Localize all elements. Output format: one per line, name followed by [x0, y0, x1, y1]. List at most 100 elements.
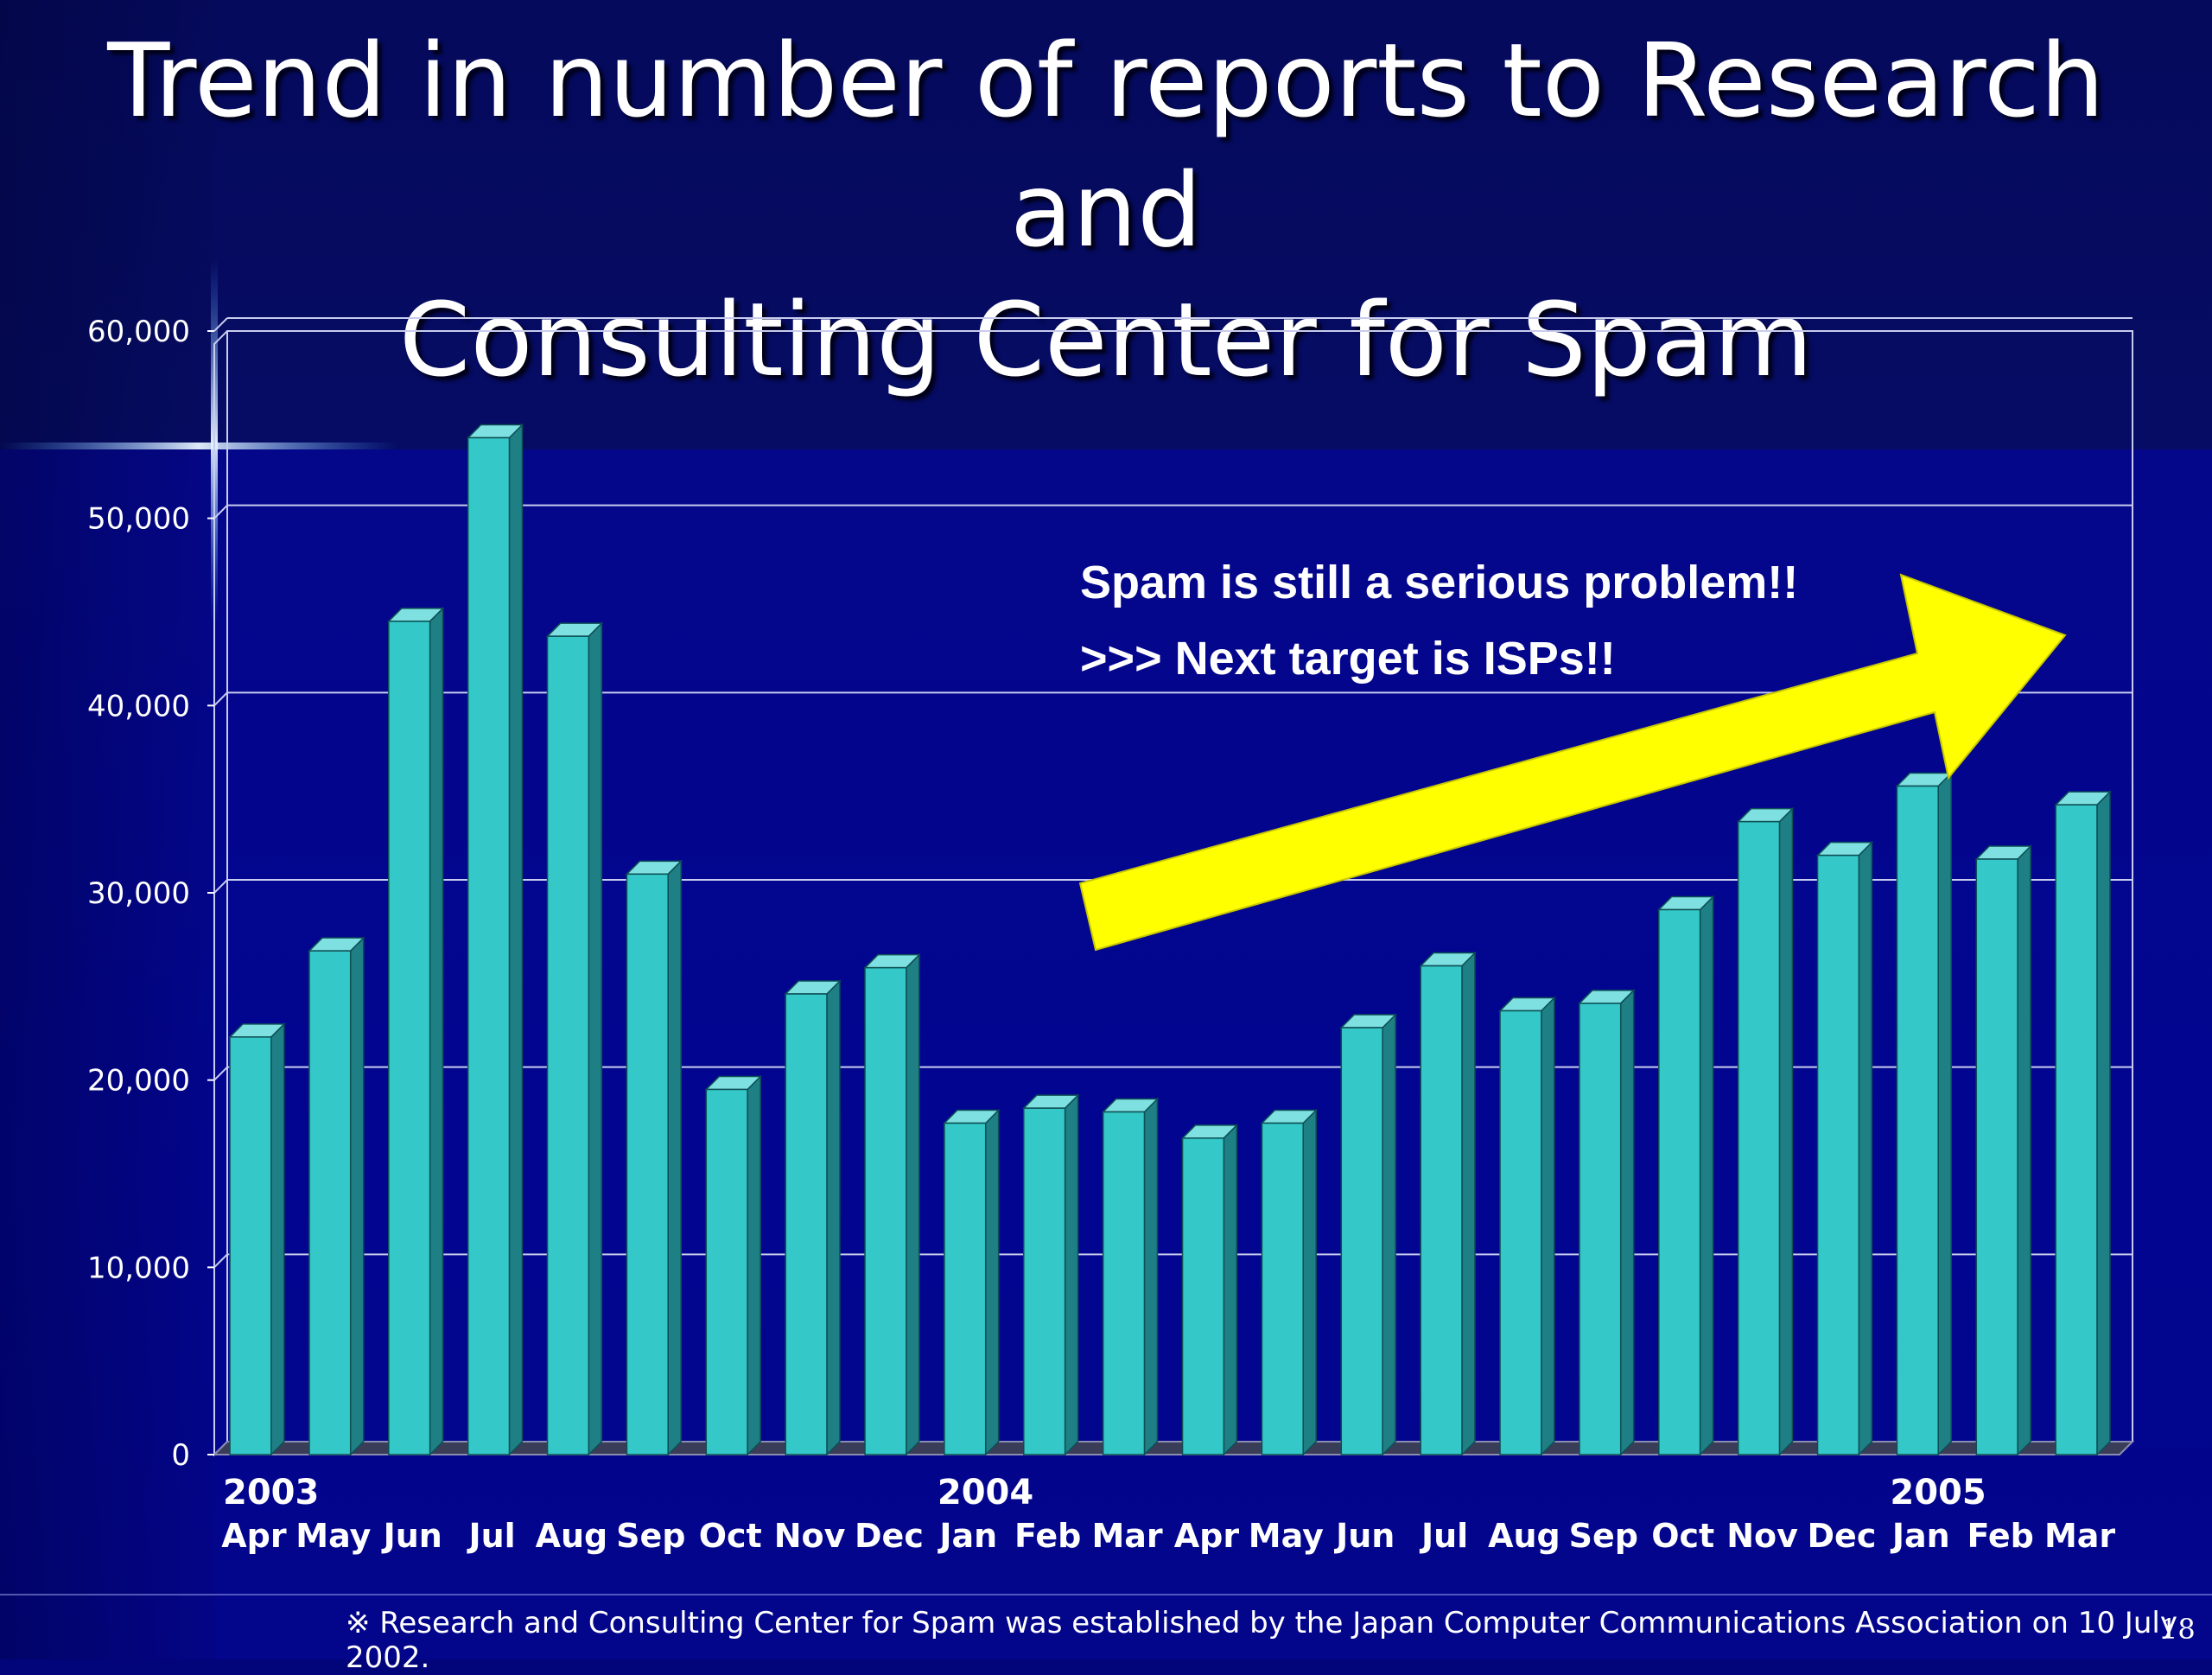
bar: [1021, 1093, 1080, 1456]
year-label: 2004: [938, 1473, 1033, 1513]
bar-front: [467, 436, 511, 1455]
y-tick-label: 60,000: [87, 315, 190, 349]
bar: [1815, 840, 1874, 1456]
x-tick-label: Jun: [1333, 1517, 1395, 1555]
title-line-2: Consulting Center for Spam: [398, 280, 1814, 399]
bar-side: [906, 952, 920, 1456]
x-tick-label: Aug: [536, 1517, 608, 1555]
bar-front: [864, 966, 907, 1455]
bar-front: [229, 1036, 272, 1455]
footer-divider: [0, 1594, 2212, 1595]
bar-front: [1975, 858, 2018, 1455]
bar: [1419, 951, 1477, 1456]
x-tick-label: Oct: [699, 1517, 762, 1555]
lens-flare-decoration: [0, 259, 397, 622]
year-label: 2003: [223, 1473, 319, 1513]
y-tick-label: 0: [171, 1438, 190, 1473]
x-tick-label: Dec: [1808, 1517, 1877, 1555]
trend-arrow-shape: [1078, 573, 2067, 952]
bar-front: [1737, 820, 1781, 1455]
bar-side: [349, 936, 365, 1456]
plot-floor: [212, 1441, 2135, 1455]
bar-front: [1579, 1003, 1622, 1455]
bar: [1339, 1013, 1397, 1456]
y-tick-label: 10,000: [87, 1251, 190, 1285]
bar-side: [270, 1022, 285, 1456]
bar: [1974, 844, 2032, 1456]
callout-line-2: >>> Next target is ISPs!!: [1080, 633, 1616, 685]
bar-front: [1499, 1009, 1542, 1455]
bar-side: [667, 859, 682, 1456]
bar: [1180, 1124, 1239, 1456]
bar-front: [1181, 1137, 1225, 1455]
y-axis-tick-labels: 0 10,000 20,000 30,000 40,000 50,000 60,000: [87, 315, 190, 1473]
bar-side: [588, 621, 603, 1456]
bar-front: [1896, 785, 1939, 1455]
callout-text: Spam is still a serious problem!! >>> Ne…: [1080, 545, 1798, 697]
bar: [545, 621, 604, 1456]
bar: [2054, 790, 2112, 1456]
x-tick-label: Mar: [1091, 1517, 1162, 1555]
x-tick-label: May: [1249, 1517, 1324, 1555]
x-tick-label: Jan: [937, 1517, 997, 1555]
bar-side: [747, 1074, 761, 1456]
plot-frame: [212, 330, 2135, 1457]
slide-title: Trend in number of reports to Research a…: [0, 16, 2212, 404]
left-band-decoration: [0, 0, 214, 1659]
bar: [784, 979, 842, 1456]
bar: [466, 423, 524, 1456]
bar-front: [1261, 1122, 1304, 1455]
callout-line-1: Spam is still a serious problem!!: [1080, 557, 1799, 608]
bar-side: [1858, 840, 1873, 1456]
x-tick-label: Apr: [1174, 1517, 1240, 1555]
bar: [1578, 989, 1636, 1456]
bar: [1260, 1108, 1319, 1456]
x-tick-label: Jun: [381, 1517, 442, 1555]
bar: [943, 1108, 1001, 1456]
x-tick-label: May: [296, 1517, 371, 1555]
gridline-side: [213, 691, 228, 707]
bar-side: [1302, 1108, 1317, 1456]
title-line-1: Trend in number of reports to Research a…: [107, 21, 2105, 270]
bar-front: [785, 993, 828, 1455]
bar: [1736, 806, 1795, 1456]
gridline-side: [213, 504, 228, 519]
bar-side: [1382, 1013, 1396, 1456]
x-tick-label: Oct: [1651, 1517, 1714, 1555]
bar-front: [944, 1122, 987, 1455]
bar-side: [984, 1108, 1000, 1456]
gridline-side: [213, 1066, 228, 1081]
bar-side: [1541, 996, 1555, 1456]
trend-arrow: [1078, 573, 2067, 952]
x-tick-label: Nov: [1726, 1517, 1798, 1555]
x-tick-label: Jan: [1890, 1517, 1950, 1555]
bar-front: [1102, 1111, 1146, 1455]
bar-front: [546, 635, 590, 1455]
bar-front: [1420, 965, 1463, 1455]
y-tick-label: 20,000: [87, 1064, 190, 1099]
bar: [704, 1074, 762, 1456]
bar-front: [626, 873, 669, 1455]
bar: [386, 607, 445, 1456]
x-axis-month-labels: Apr May Jun Jul Aug Sep Oct Nov Dec Jan Feb Mar Apr M…: [221, 1517, 2115, 1555]
bars: [228, 423, 2112, 1456]
x-tick-label: Dec: [855, 1517, 924, 1555]
bar: [1656, 895, 1715, 1456]
x-axis-year-labels: 2003 2004 2005: [223, 1473, 1986, 1513]
bar: [625, 859, 683, 1456]
bar-front: [1658, 908, 1701, 1455]
x-tick-label: Feb: [1967, 1517, 2033, 1555]
bar-side: [1143, 1097, 1159, 1456]
footnote: ※ Research and Consulting Center for Spa…: [346, 1606, 2177, 1675]
bar: [863, 952, 921, 1456]
bar: [228, 1022, 286, 1456]
bar-side: [1778, 806, 1794, 1456]
y-tick-label: 30,000: [87, 876, 190, 911]
gridline-side: [213, 317, 228, 332]
bar-front: [308, 950, 352, 1455]
y-tick-label: 50,000: [87, 502, 190, 537]
x-tick-label: Jul: [466, 1517, 515, 1555]
bar: [308, 936, 365, 1456]
x-tick-label: Feb: [1014, 1517, 1081, 1555]
